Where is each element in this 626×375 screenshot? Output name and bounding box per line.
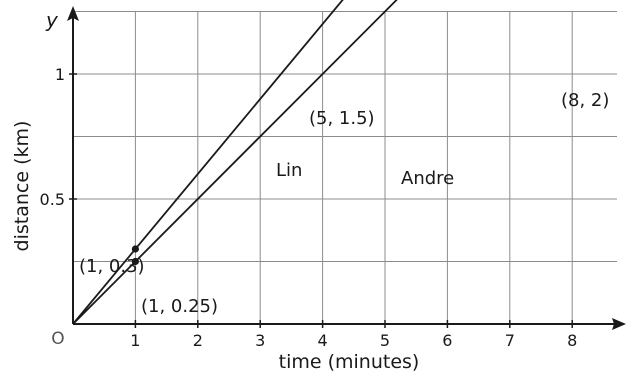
y-tick-label-0.5: 0.5 [40, 190, 65, 209]
y-axis-arrow-icon [67, 6, 79, 21]
x-tick-label-8: 8 [567, 331, 577, 350]
x-tick-label-5: 5 [380, 331, 390, 350]
x-tick-label-1: 1 [130, 331, 140, 350]
series-line-lin [72, 0, 344, 325]
y-axis-variable: y [45, 8, 59, 32]
origin-label: O [51, 329, 64, 349]
data-point-1 [131, 257, 139, 266]
x-tick-label-2: 2 [193, 331, 203, 350]
series-line-andre [72, 0, 398, 325]
x-tick-label-3: 3 [255, 331, 265, 350]
point-label-1-0.25: (1, 0.25) [141, 296, 218, 317]
axes [67, 6, 626, 330]
data-point-0 [131, 245, 139, 253]
y-axis-title: distance (km) [11, 121, 33, 252]
point-label-5-1.5: (5, 1.5) [309, 108, 375, 129]
series-label-andre: Andre [401, 168, 454, 189]
x-tick-label-4: 4 [318, 331, 328, 350]
series-label-lin: Lin [276, 160, 302, 181]
grid [73, 11, 617, 324]
y-tick-label-1: 1 [55, 65, 65, 84]
x-tick-label-6: 6 [442, 331, 452, 350]
point-label-8-2: (8, 2) [561, 90, 609, 111]
series-lines [72, 0, 398, 325]
x-axis-arrow-icon [612, 318, 626, 330]
data-points [131, 245, 139, 266]
point-label-1-0.3: (1, 0.3) [79, 256, 145, 277]
annotations: time (minutes) distance (km) y O Lin And… [11, 8, 609, 373]
x-tick-label-7: 7 [505, 331, 515, 350]
x-axis-title: time (minutes) [279, 351, 420, 373]
